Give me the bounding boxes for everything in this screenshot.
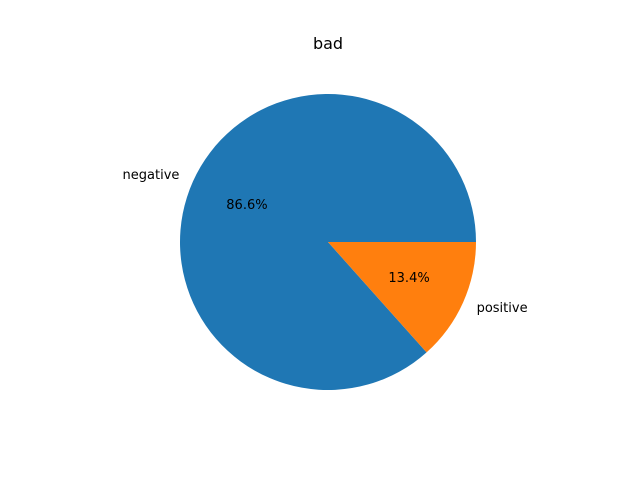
slice-label-positive: positive [477,301,528,316]
slice-percentage-positive: 13.4% [388,271,429,286]
pie-slice-positive [328,242,476,353]
pie-labels: negative 86.6% positive 13.4% [123,168,528,316]
slice-label-negative: negative [123,168,180,183]
pie-slice-negative [180,94,477,390]
chart-title: bad [313,34,343,53]
slice-percentage-negative: 86.6% [226,198,267,213]
pie-slices [180,94,477,390]
